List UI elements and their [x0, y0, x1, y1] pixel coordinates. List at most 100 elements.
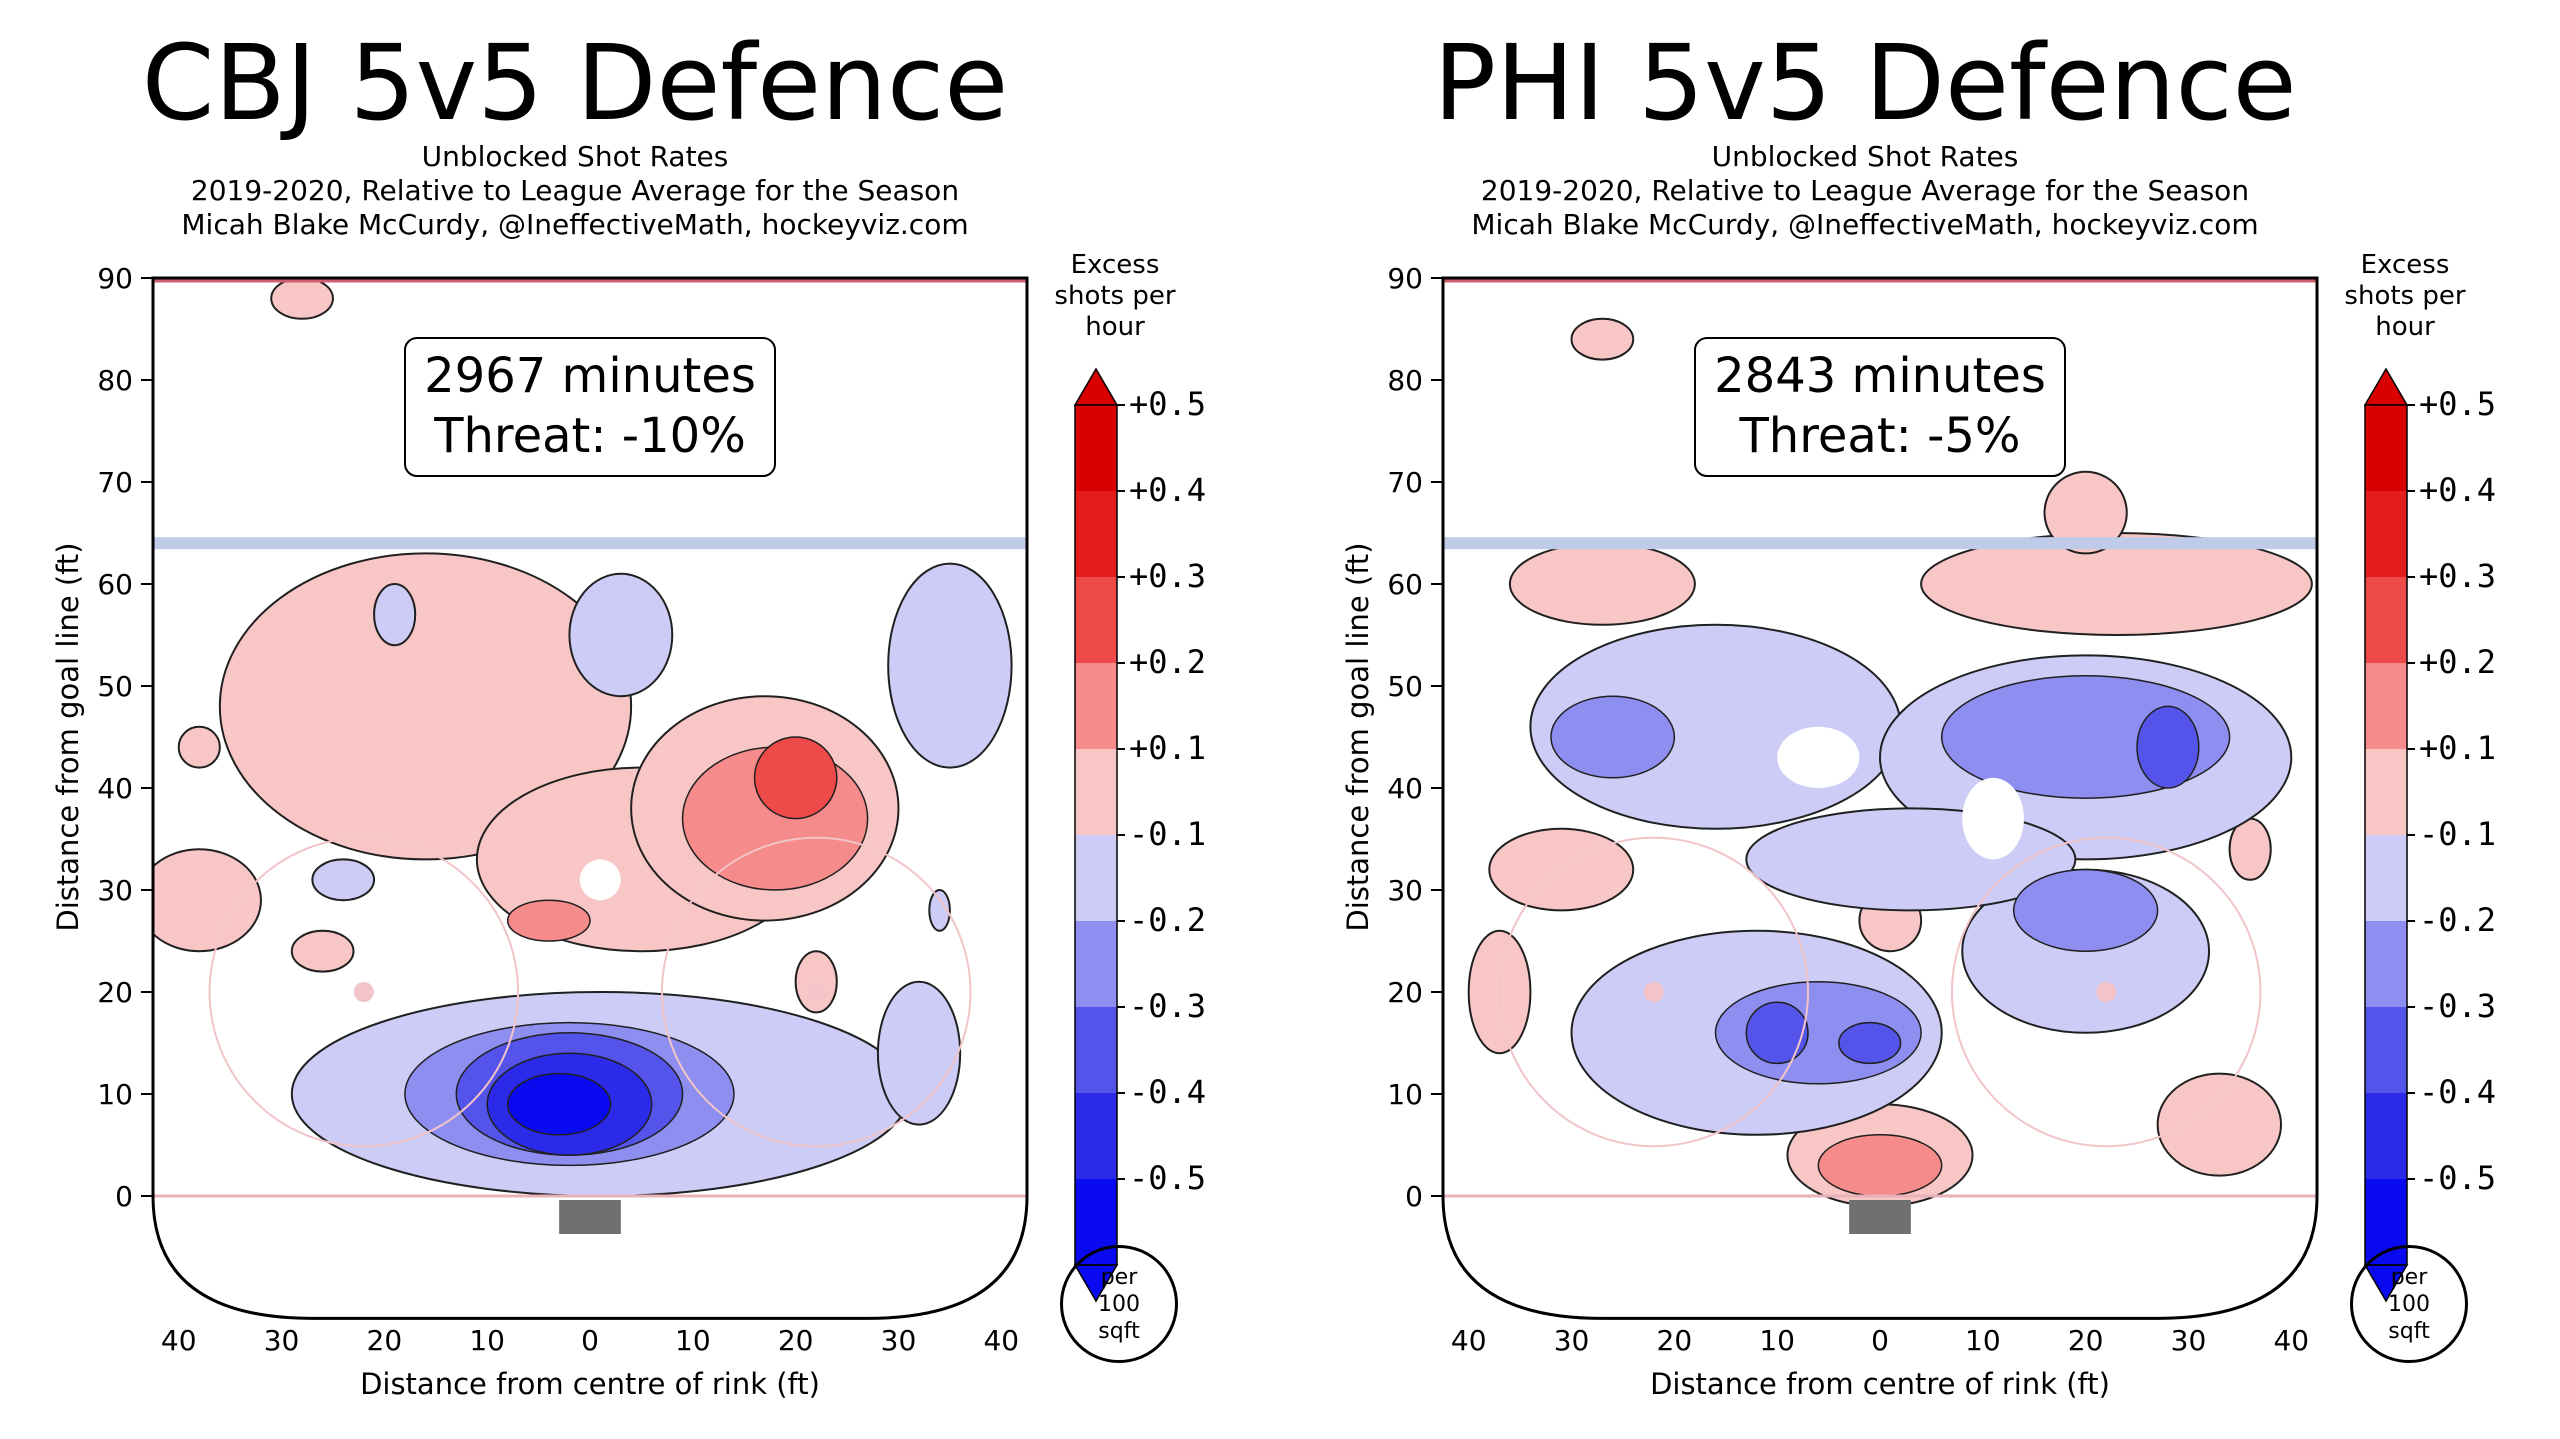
unit-line-1: per: [1100, 1264, 1138, 1290]
heatmap-layer: [1467, 317, 2313, 1208]
faceoff-circle: [660, 836, 972, 1148]
excess-shots-region: [218, 552, 633, 861]
excess-shots-region: [753, 736, 838, 820]
rink-markings: [1441, 276, 2319, 1320]
excess-shots-region: [506, 899, 591, 942]
x-tick-label: 20: [2068, 1324, 2104, 1357]
neutral-region: [1777, 726, 1860, 789]
chart-subtitle-1: Unblocked Shot Rates: [421, 140, 729, 173]
faceoff-circle: [1950, 836, 2262, 1148]
suppressed-shots-region: [311, 858, 376, 902]
chart-subtitle-2: 2019-2020, Relative to League Average fo…: [190, 174, 960, 207]
colorbar-segment: [1075, 921, 1117, 1007]
heatmap-layer: [153, 278, 1013, 1197]
chart-subtitle-3: Micah Blake McCurdy, @IneffectiveMath, h…: [1471, 208, 2259, 241]
colorbar-tick-label: +0.2: [2419, 643, 2496, 681]
y-tick-label: 0: [1405, 1180, 1423, 1213]
rink-markings: [151, 276, 1029, 1320]
x-tick-label: 10: [1965, 1324, 2001, 1357]
colorbar-segment: [1075, 663, 1117, 749]
unit-line-3: sqft: [1098, 1318, 1140, 1344]
colorbar-segment: [1075, 835, 1117, 921]
x-tick-label: 0: [1871, 1324, 1889, 1357]
y-tick-label: 30: [97, 874, 133, 907]
goal-net: [1849, 1200, 1911, 1234]
y-tick-label: 60: [1387, 568, 1423, 601]
x-tick-label: 10: [675, 1324, 711, 1357]
y-tick-label: 80: [1387, 364, 1423, 397]
colorbar-tick-label: +0.1: [1129, 729, 1206, 767]
excess-shots-region: [153, 848, 262, 953]
suppressed-shots-region: [876, 980, 962, 1126]
threat-label: Threat: -5%: [1738, 408, 2020, 464]
y-tick-label: 20: [97, 976, 133, 1009]
colorbar-segment: [1075, 405, 1117, 491]
x-tick-label: 10: [1759, 1324, 1795, 1357]
chart-subtitle-2: 2019-2020, Relative to League Average fo…: [1480, 174, 2250, 207]
x-tick-label: 40: [161, 1324, 197, 1357]
chart-title: PHI 5v5 Defence: [1433, 22, 2297, 144]
excess-shots-region: [177, 725, 221, 769]
colorbar-segment: [2365, 405, 2407, 491]
x-tick-label: 30: [2171, 1324, 2207, 1357]
chart-subtitle-3: Micah Blake McCurdy, @IneffectiveMath, h…: [181, 208, 969, 241]
colorbar-tick-label: +0.5: [1129, 385, 1206, 423]
neutral-region: [1962, 777, 2024, 860]
minutes-label: 2967 minutes: [424, 348, 756, 404]
minutes-label: 2843 minutes: [1714, 348, 2046, 404]
colorbar-tick-label: -0.4: [2419, 1073, 2496, 1111]
x-tick-label: 10: [469, 1324, 505, 1357]
colorbar-tick-label: -0.1: [1129, 815, 1206, 853]
colorbar-segment: [1075, 577, 1117, 663]
suppressed-shots-region: [928, 889, 951, 932]
y-tick-label: 70: [1387, 466, 1423, 499]
unit-badge: per 100 sqft: [2350, 1245, 2468, 1363]
unit-line-2: 100: [2388, 1291, 2430, 1317]
y-tick-label: 10: [97, 1078, 133, 1111]
y-tick-label: 20: [1387, 976, 1423, 1009]
unit-badge: per 100 sqft: [1060, 1245, 1178, 1363]
colorbar-segment: [2365, 663, 2407, 749]
colorbar-tick-label: -0.5: [1129, 1159, 1206, 1197]
x-tick-label: 30: [1554, 1324, 1590, 1357]
y-tick-label: 40: [1387, 772, 1423, 805]
colorbar-segment: [2365, 1093, 2407, 1179]
colorbar-tick-label: -0.3: [1129, 987, 1206, 1025]
suppressed-shots-region: [2012, 868, 2159, 952]
colorbar-segment: [1075, 749, 1117, 835]
unit-line-2: 100: [1098, 1291, 1140, 1317]
x-axis-label: Distance from centre of rink (ft): [360, 1367, 820, 1401]
faceoff-dot: [353, 982, 374, 1002]
colorbar-tick-label: +0.1: [2419, 729, 2496, 767]
faceoff-dot: [2096, 982, 2117, 1002]
rink-boards: [151, 276, 1029, 1320]
colorbar-title: Excess shots per hour: [1054, 250, 1176, 342]
suppressed-shots-region: [373, 583, 417, 647]
y-tick-label: 80: [97, 364, 133, 397]
excess-shots-region: [2043, 470, 2128, 555]
blue-line: [153, 537, 1027, 550]
y-tick-label: 30: [1387, 874, 1423, 907]
faceoff-circle: [1498, 836, 1810, 1148]
colorbar-tick-label: +0.3: [1129, 557, 1206, 595]
colorbar-tick-label: +0.2: [1129, 643, 1206, 681]
excess-shots-region: [2156, 1072, 2283, 1177]
y-tick-label: 60: [97, 568, 133, 601]
colorbar-segment: [2365, 491, 2407, 577]
suppressed-shots-region: [568, 572, 674, 698]
x-tick-label: 30: [881, 1324, 917, 1357]
colorbar-segment: [2365, 577, 2407, 663]
colorbar-tick-label: +0.4: [2419, 471, 2496, 509]
colorbar-tick-label: +0.3: [2419, 557, 2496, 595]
excess-shots-region: [290, 929, 355, 973]
threat-label: Threat: -10%: [433, 408, 746, 464]
colorbar-tick-label: -0.2: [1129, 901, 1206, 939]
suppressed-shots-region: [1550, 695, 1676, 779]
neutral-region: [579, 859, 621, 901]
y-axis-label: Distance from goal line (ft): [51, 542, 85, 931]
colorbar-segment: [1075, 491, 1117, 577]
